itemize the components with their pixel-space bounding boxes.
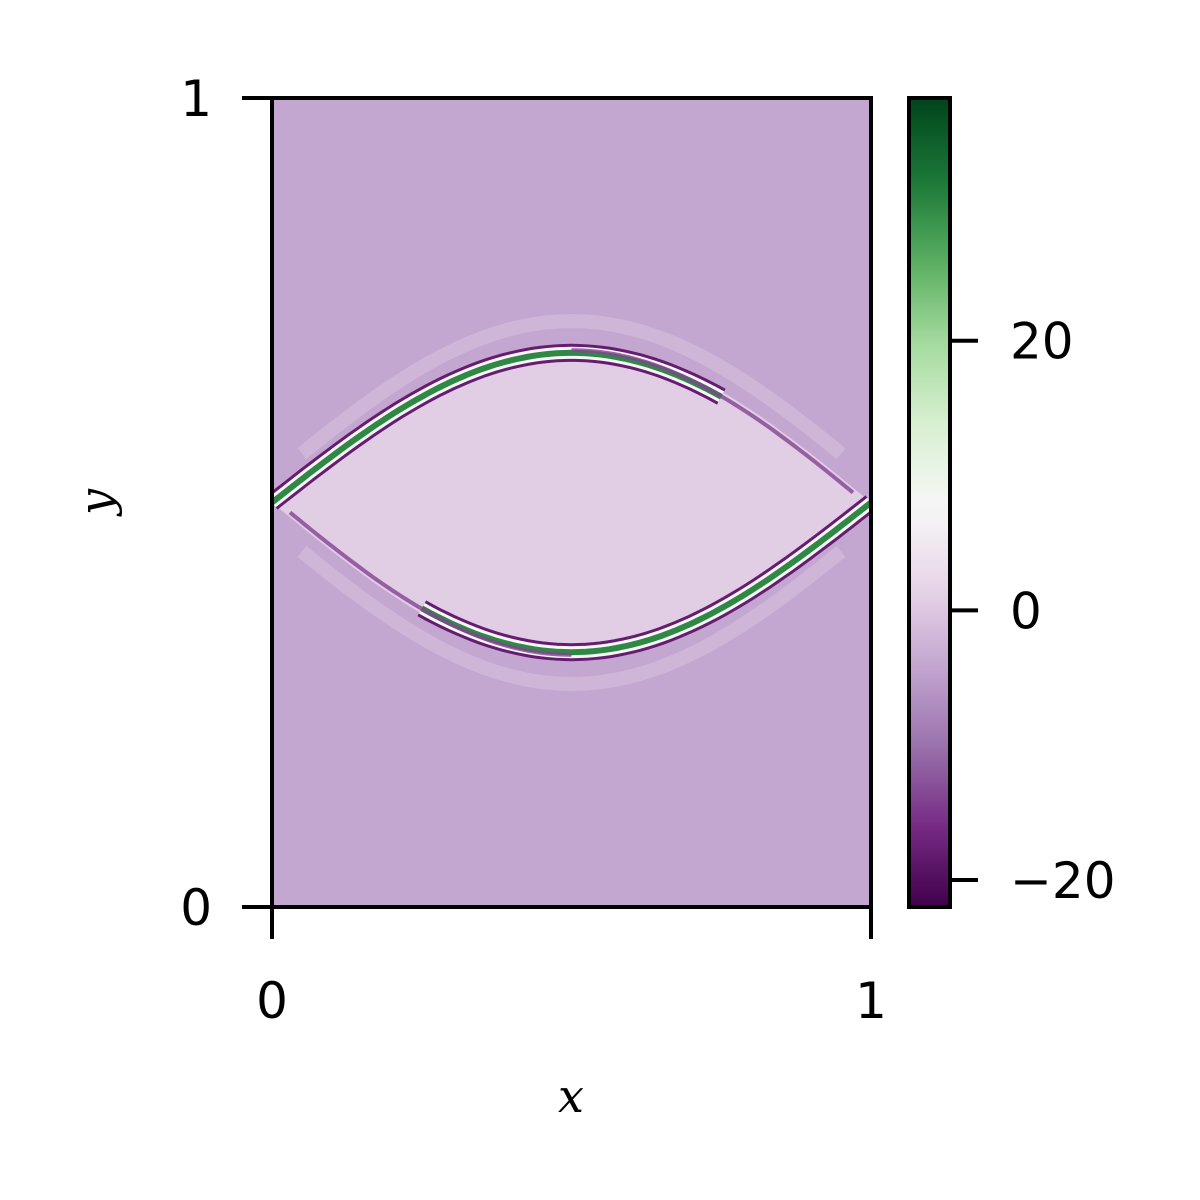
x-axis-label: x — [558, 1069, 584, 1123]
colorbar-gradient — [909, 98, 950, 907]
outer-halo-upper — [297, 314, 846, 460]
x-tick-label: 1 — [855, 972, 887, 1030]
x-tick-label: 0 — [256, 972, 288, 1030]
y-axis-label: y — [69, 488, 123, 517]
colorbar-ticks: −20 0 20 — [950, 313, 1116, 910]
y-tick-label: 0 — [180, 879, 212, 937]
trailing-rim-upper — [571, 348, 855, 495]
colorbar: −20 0 20 — [907, 96, 1116, 910]
heatmap-field — [272, 314, 871, 691]
colorbar-tick-label: 20 — [1010, 313, 1074, 371]
outer-halo-lower — [297, 545, 846, 691]
plot-area — [270, 96, 873, 909]
vortex-core — [272, 345, 871, 660]
colorbar-frame — [907, 96, 952, 909]
trailing-rim-lower — [288, 510, 572, 657]
y-axis: 01 — [180, 70, 272, 937]
colorbar-tick-label: 0 — [1010, 582, 1042, 640]
plot-frame — [270, 96, 873, 909]
y-tick-label: 1 — [180, 70, 212, 128]
colorbar-tick-label: −20 — [1010, 852, 1116, 910]
